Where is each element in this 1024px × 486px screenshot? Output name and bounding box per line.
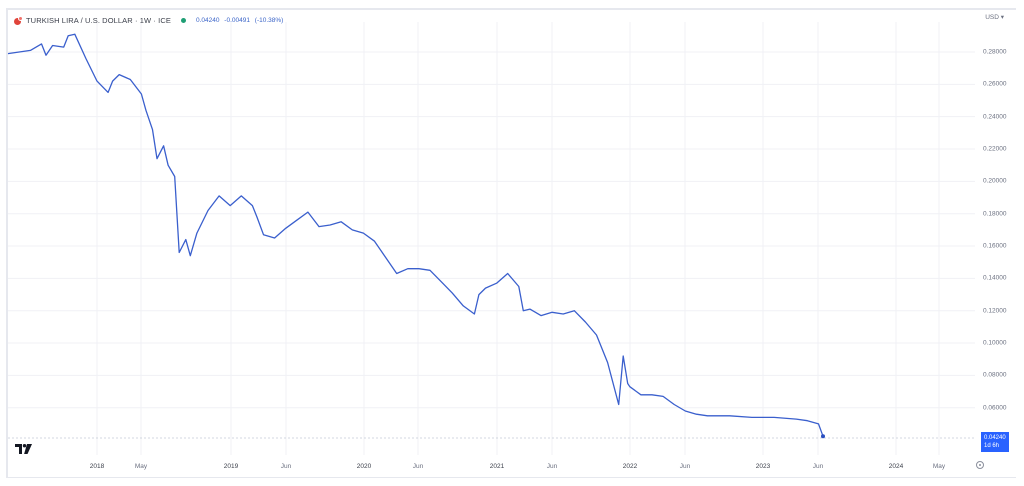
price-axis-label: 0.12000 [983,307,1007,315]
time-axis-label: Jun [546,463,558,470]
price-axis-label: 0.14000 [983,274,1007,282]
bar-countdown: 1d 6h [984,443,1000,449]
price-series-line [7,33,824,437]
price-axis-label: 0.10000 [983,339,1007,347]
price-axis-label: 0.08000 [983,371,1007,379]
time-axis-label: 2024 [888,463,904,470]
chart-legend: TURKISH LIRA / U.S. DOLLAR · 1W · ICE 0.… [14,13,286,27]
time-axis-label: 2023 [755,463,771,470]
last-price-dot [821,434,825,439]
last-price-tag: 0.04240 1d 6h [981,432,1009,452]
price-axis-label: 0.16000 [983,242,1007,250]
time-axis-label: 2022 [622,463,638,470]
price-axis-label: 0.24000 [983,113,1007,121]
market-status-icon [180,17,186,23]
symbol-title[interactable]: TURKISH LIRA / U.S. DOLLAR · 1W · ICE [26,15,171,25]
price-axis-label: 0.18000 [983,210,1007,218]
price-axis-label: 0.28000 [983,48,1007,56]
time-axis-label: 2020 [356,463,372,470]
time-axis-label: Jun [280,463,292,470]
quote-values: 0.04240 -0.00491 (-10.38%) [196,17,286,24]
change-value: -0.00491 [224,16,250,24]
currency-selector[interactable]: USD ▾ [985,14,1004,21]
price-axis-label: 0.20000 [983,177,1007,185]
last-price: 0.04240 [195,16,220,24]
currency-pair-flag-icon [14,15,23,25]
axis-settings-icon[interactable] [976,461,984,469]
price-axis-label: 0.22000 [983,145,1007,153]
time-axis-label: May [932,463,946,470]
price-axis-label: 0.26000 [983,80,1007,88]
change-percent: (-10.38%) [254,16,284,24]
time-axis-label: Jun [812,463,824,470]
time-axis-label: 2021 [489,463,505,470]
time-axis-label: May [134,463,148,470]
tradingview-logo-icon[interactable] [15,444,33,454]
last-price-tag-value: 0.04240 [984,435,1006,441]
time-axis-label: Jun [412,463,424,470]
chart-frame [6,8,1016,478]
price-axis-label: 0.06000 [983,404,1007,412]
time-axis-label: 2018 [89,463,105,470]
grid-lines [8,22,975,455]
time-axis-label: Jun [679,463,691,470]
time-axis-label: 2019 [223,463,239,470]
